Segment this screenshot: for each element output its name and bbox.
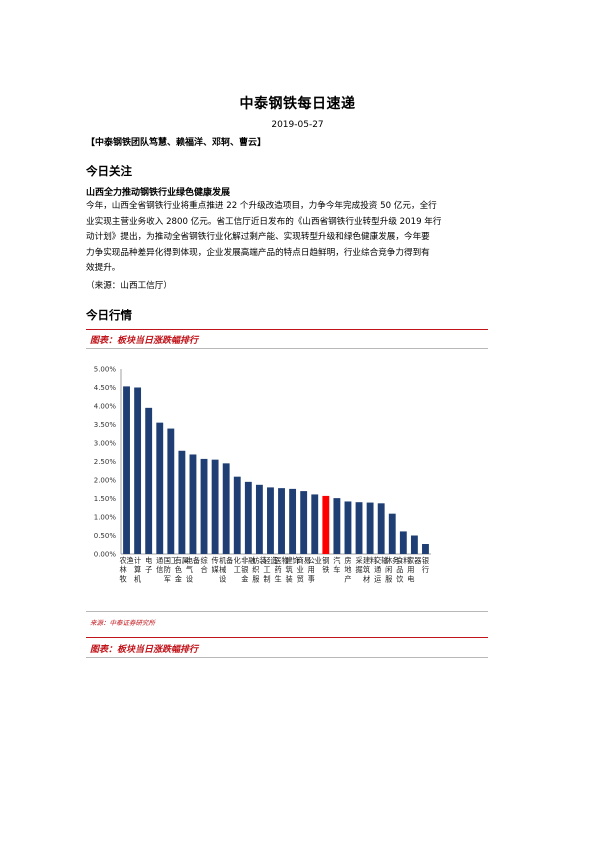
x-tick-label: 农林牧渔 <box>119 556 133 583</box>
x-tick-label: 汽车 <box>333 556 340 574</box>
x-tick-label: 有色金属 <box>175 556 189 583</box>
x-tick-label: 公用事业 <box>308 556 322 583</box>
y-tick-label: 1.50% <box>94 495 117 503</box>
section-heading-market: 今日行情 <box>86 308 132 322</box>
x-tick-label: 纺织服装 <box>252 556 266 583</box>
x-tick-label: 传媒 <box>212 556 219 574</box>
bar <box>422 544 429 554</box>
bar <box>267 487 274 554</box>
chart-bottom-rule <box>86 611 488 612</box>
y-tick-label: 0.50% <box>94 532 117 540</box>
bar <box>189 454 197 554</box>
sector-change-bar-chart: 0.00% 0.50% 1.00% 1.50% 2.00% 2.50% 3.00% 3.50%… <box>94 366 431 583</box>
x-tick-label: 机械设备 <box>219 556 233 583</box>
bar <box>388 513 396 554</box>
y-tick-label: 3.00% <box>94 440 117 448</box>
y-tick-label: 2.00% <box>94 477 117 485</box>
bar <box>344 501 352 554</box>
news-paragraph-line: 今年，山西全省钢铁行业将重点推进 22 个升级改造项目，力争今年完成投资 50 … <box>86 201 437 211</box>
y-tick-label: 4.50% <box>94 384 117 392</box>
bar <box>333 498 341 554</box>
second-chart-top-rule <box>86 637 488 638</box>
second-chart-caption: 图表：板块当日涨跌幅排行 <box>90 645 199 655</box>
x-tick-label: 计算机 <box>134 556 142 583</box>
bar <box>278 488 285 554</box>
bar <box>145 407 153 554</box>
news-paragraph-line: 动计划》提出，为推动全省钢铁行业化解过剩产能、实现转型升级和绿色健康发展，今年要 <box>86 232 430 242</box>
y-tick-label: 3.50% <box>94 421 117 429</box>
bar <box>255 484 263 554</box>
bar <box>211 459 219 554</box>
bar <box>399 531 407 554</box>
x-tick-label: 电气设备 <box>186 556 200 583</box>
x-tick-label: 食品饮料 <box>396 556 410 583</box>
news-paragraph-line: 业实现主营业务收入 2800 亿元。省工信厅近日发布的《山西省钢铁行业转型升级 … <box>86 216 442 227</box>
x-tick-label: 银行 <box>422 556 429 574</box>
bar <box>200 458 208 554</box>
x-tick-label: 非银金融 <box>241 556 255 583</box>
x-tick-label: 轻工制造 <box>263 556 277 583</box>
x-tick-label: 化工 <box>234 556 241 574</box>
x-tick-label: 休闲服务 <box>385 556 399 583</box>
x-tick-label: 国防军工 <box>164 556 178 583</box>
x-tick-label: 钢铁 <box>322 556 329 574</box>
news-source: （来源：山西工信厅） <box>86 281 172 291</box>
bar <box>289 488 297 554</box>
report-date: 2019-05-27 <box>271 120 324 130</box>
chart-caption-divider <box>86 348 488 349</box>
bar <box>311 494 319 554</box>
news-paragraph-line: 力争实现品种差异化得到体现，企业发展高端产品的特点日趋鲜明，行业综合竞争力得到有 <box>86 247 430 258</box>
section-heading-today-focus: 今日关注 <box>86 164 132 178</box>
bar <box>244 481 252 554</box>
x-tick-label: 采掘 <box>355 556 362 574</box>
x-tick-label: 综合 <box>200 556 207 574</box>
bar <box>300 491 308 554</box>
x-tick-label: 电子 <box>145 556 152 574</box>
chart-source: 来源：中泰证券研究所 <box>90 619 155 627</box>
y-tick-label: 5.00% <box>94 366 117 374</box>
bar <box>178 450 186 554</box>
x-tick-label: 交通运输 <box>374 556 388 583</box>
x-tick-label: 商业贸易 <box>297 556 311 583</box>
bar <box>222 463 230 554</box>
bar <box>410 535 418 554</box>
bar-series <box>123 386 429 554</box>
news-paragraph: 今年，山西全省钢铁行业将重点推进 22 个升级改造项目，力争今年完成投资 50 … <box>86 199 516 277</box>
bar <box>377 503 385 554</box>
news-paragraph-line: 效提升。 <box>86 263 121 273</box>
bar <box>366 502 374 554</box>
second-chart-caption-divider <box>86 657 488 658</box>
x-tick-label: 建筑装饰 <box>286 556 300 583</box>
y-tick-label: 0.00% <box>94 551 117 559</box>
x-tick-label: 医药生物 <box>274 556 288 583</box>
y-tick-label: 1.00% <box>94 514 117 522</box>
x-tick-label: 家用电器 <box>407 556 421 583</box>
bar <box>167 428 175 554</box>
bar <box>355 502 363 554</box>
y-tick-label: 2.50% <box>94 458 117 466</box>
x-tick-label: 建筑材料 <box>363 556 377 583</box>
chart-caption: 图表：板块当日涨跌幅排行 <box>90 336 199 346</box>
y-tick-label: 4.00% <box>94 403 117 411</box>
bar <box>123 386 130 554</box>
bar <box>322 495 330 554</box>
bar <box>156 422 164 554</box>
report-authors: 【中泰钢铁团队笃慧、赖福洋、邓轲、曹云】 <box>86 138 267 148</box>
report-title: 中泰钢铁每日速递 <box>239 96 356 112</box>
x-tick-label: 房地产 <box>344 556 351 583</box>
x-tick-label: 通信 <box>156 556 163 574</box>
news-title: 山西全力推动钢铁行业绿色健康发展 <box>86 188 231 198</box>
chart-top-rule <box>86 329 488 330</box>
bar <box>233 476 241 554</box>
bar <box>134 387 142 554</box>
